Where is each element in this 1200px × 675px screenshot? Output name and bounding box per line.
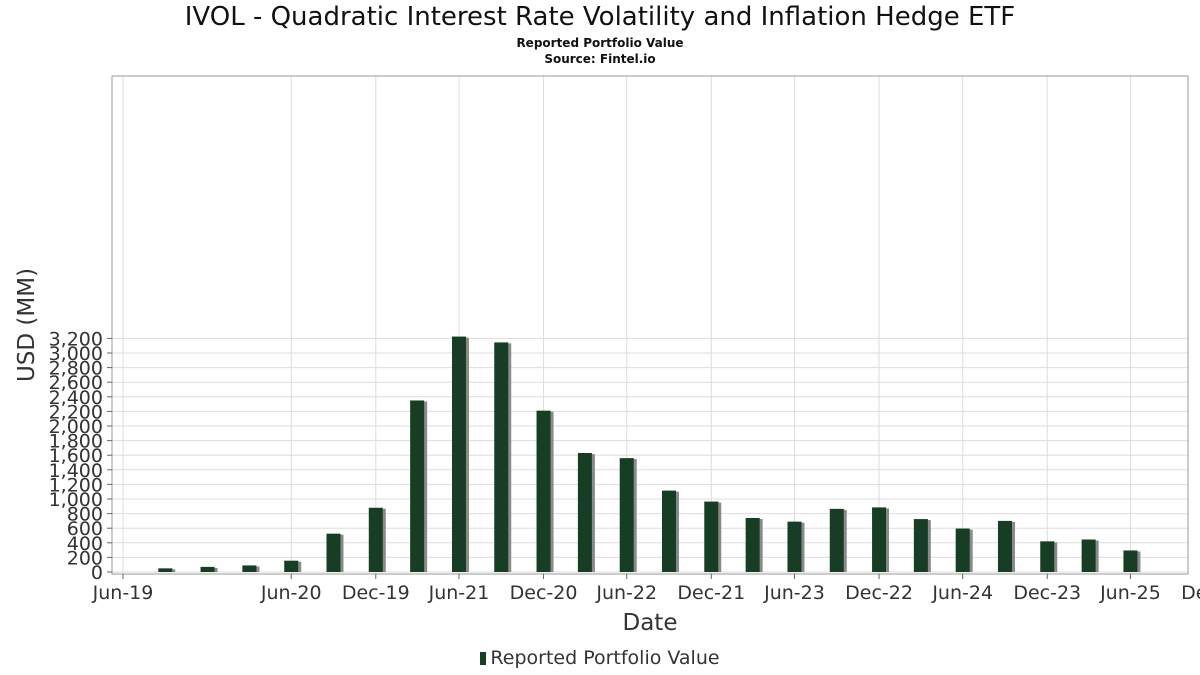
x-tick-label: Dec-22 bbox=[845, 582, 913, 604]
bar-fill bbox=[997, 520, 1012, 572]
bar bbox=[872, 507, 890, 572]
chart-subtitle: Reported Portfolio Value bbox=[516, 36, 684, 50]
x-tick-label: Dec-20 bbox=[510, 582, 578, 604]
bar bbox=[704, 501, 722, 572]
x-tick-label: Jun-24 bbox=[931, 582, 993, 604]
bar bbox=[1081, 539, 1099, 572]
bar bbox=[242, 565, 260, 572]
bar bbox=[451, 336, 469, 572]
x-tick-label: Dec-19 bbox=[342, 582, 410, 604]
bar bbox=[997, 520, 1015, 572]
y-axis-ticks: 02004006008001,0001,2001,4001,6001,8002,… bbox=[49, 328, 112, 584]
legend-label: Reported Portfolio Value bbox=[490, 647, 720, 669]
x-tick-label: Jun-21 bbox=[428, 582, 490, 604]
bar bbox=[158, 568, 176, 572]
bar-fill bbox=[368, 507, 383, 572]
y-tick-label: 1,000 bbox=[49, 489, 103, 511]
bar bbox=[368, 507, 386, 572]
bar-fill bbox=[536, 410, 551, 572]
y-tick-label: 2,800 bbox=[49, 358, 103, 380]
x-axis-ticks: Jun-19 Dec-19 Jun-20 Dec-20 Jun-21 Dec-21 Jun-… bbox=[92, 574, 1200, 604]
bar-fill bbox=[955, 528, 970, 572]
x-tick-label: Jun-25 bbox=[1099, 582, 1161, 604]
bar bbox=[284, 560, 302, 572]
bar bbox=[326, 533, 344, 572]
bar-fill bbox=[158, 568, 173, 572]
bar-fill bbox=[200, 566, 215, 572]
x-tick-label: Jun-19 bbox=[92, 582, 154, 604]
bar-fill bbox=[745, 517, 760, 572]
y-tick-label: 3,200 bbox=[49, 328, 103, 350]
y-tick-label: 2,000 bbox=[49, 416, 103, 438]
y-tick-label: 2,600 bbox=[49, 372, 103, 394]
x-tick-label: Dec-24 bbox=[1181, 582, 1200, 604]
bar-fill bbox=[662, 490, 677, 572]
chart-title: IVOL - Quadratic Interest Rate Volatilit… bbox=[184, 2, 1016, 32]
bar-fill bbox=[704, 501, 719, 572]
bar bbox=[200, 566, 218, 572]
bar bbox=[577, 453, 595, 572]
x-tick-label: Jun-23 bbox=[763, 582, 825, 604]
bar-fill bbox=[1123, 550, 1138, 572]
x-tick-label: Jun-20 bbox=[260, 582, 322, 604]
bar-fill bbox=[410, 400, 425, 572]
bar bbox=[913, 519, 931, 572]
legend-swatch bbox=[480, 652, 487, 665]
y-tick-label: 600 bbox=[67, 518, 103, 540]
bar-fill bbox=[451, 336, 466, 572]
bar-fill bbox=[619, 458, 634, 572]
bar-fill bbox=[242, 565, 257, 572]
bar bbox=[619, 458, 637, 572]
bar-fill bbox=[829, 508, 844, 572]
y-tick-label: 400 bbox=[67, 533, 103, 555]
y-tick-label: 0 bbox=[91, 562, 103, 584]
y-tick-label: 2,400 bbox=[49, 387, 103, 409]
bar-fill bbox=[577, 453, 592, 572]
y-tick-label: 200 bbox=[67, 547, 103, 569]
legend: Reported Portfolio Value bbox=[0, 647, 1200, 669]
y-tick-label: 1,600 bbox=[49, 445, 103, 467]
bar bbox=[787, 521, 805, 572]
bar-fill bbox=[1040, 541, 1055, 572]
grid-lines bbox=[112, 76, 1188, 574]
x-tick-label: Dec-23 bbox=[1013, 582, 1081, 604]
bar bbox=[410, 400, 428, 572]
bar bbox=[536, 410, 554, 572]
bars bbox=[158, 336, 1141, 572]
x-tick-label: Dec-21 bbox=[677, 582, 745, 604]
bar-fill bbox=[872, 507, 887, 572]
bar bbox=[1040, 541, 1058, 572]
bar-fill bbox=[1081, 539, 1096, 572]
x-axis-title: Date bbox=[623, 610, 678, 636]
y-tick-label: 3,000 bbox=[49, 343, 103, 365]
bar bbox=[745, 517, 763, 572]
bar-fill bbox=[787, 521, 802, 572]
plot-frame bbox=[111, 75, 1189, 575]
y-tick-label: 1,200 bbox=[49, 474, 103, 496]
bar bbox=[829, 508, 847, 572]
bar-fill bbox=[326, 533, 341, 572]
x-tick-label: Jun-22 bbox=[595, 582, 657, 604]
bar bbox=[955, 528, 973, 572]
bar-fill bbox=[494, 342, 509, 572]
bar-fill bbox=[913, 519, 928, 572]
bar-fill bbox=[284, 560, 299, 572]
chart-source: Source: Fintel.io bbox=[544, 52, 656, 66]
y-axis-title: USD (MM) bbox=[14, 268, 40, 382]
y-tick-label: 2,200 bbox=[49, 401, 103, 423]
y-tick-label: 1,400 bbox=[49, 460, 103, 482]
bar bbox=[494, 342, 512, 572]
y-tick-label: 800 bbox=[67, 504, 103, 526]
y-tick-label: 1,800 bbox=[49, 431, 103, 453]
bar bbox=[662, 490, 680, 572]
bar bbox=[1123, 550, 1141, 572]
